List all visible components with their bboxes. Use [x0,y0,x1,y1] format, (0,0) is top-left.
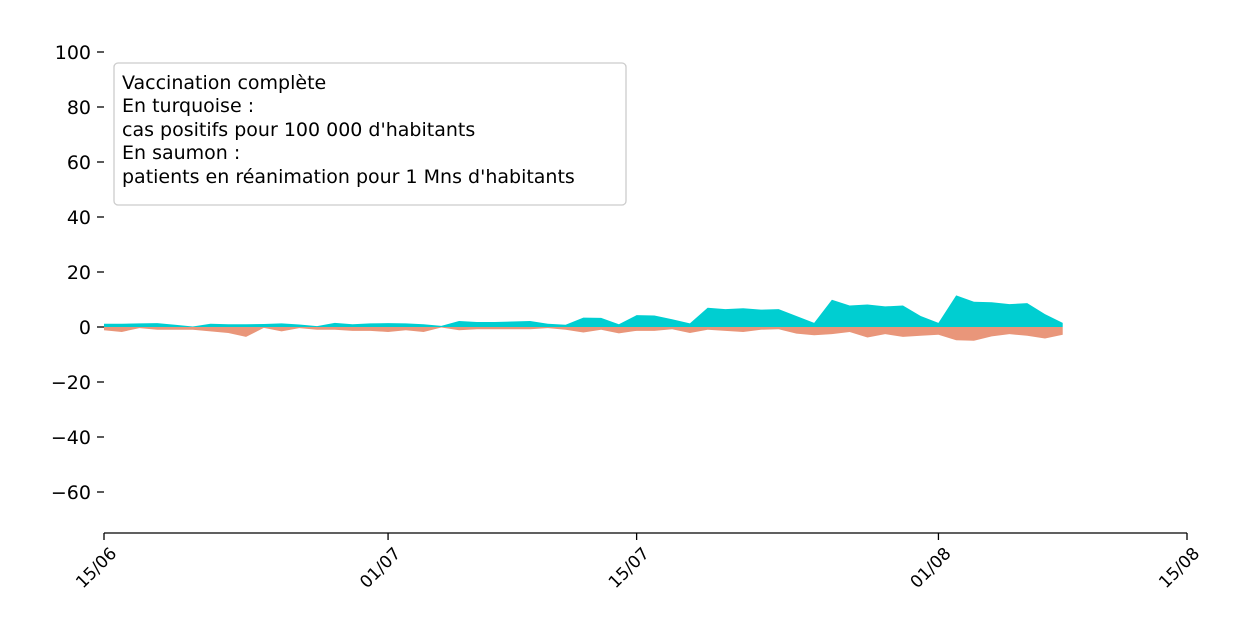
x-axis: 15/06 01/07 15/07 01/08 15/08 [72,532,1204,593]
annotation-line-2: En turquoise : [122,95,254,117]
y-tick-label: −60 [51,482,91,504]
y-tick-label: 0 [79,317,91,339]
annotation-frame [113,62,627,206]
x-tick-label: 15/06 [72,544,121,593]
y-tick-label: 20 [67,262,91,284]
y-tick-label: 40 [67,207,91,229]
series-area-turquoise [104,295,1063,327]
series-area-salmon [104,327,1063,341]
x-tick-label: 01/08 [907,544,956,593]
y-tick-label: −40 [51,427,91,449]
y-tick-label: −20 [51,372,91,394]
annotation-line-5: patients en réanimation pour 1 Mns d'hab… [122,166,575,188]
y-tick-label: 80 [67,97,91,119]
annotation-line-1: Vaccination complète [122,72,326,94]
x-tick-label: 15/07 [605,544,654,593]
chart-areas [104,295,1063,341]
annotation-line-4: En saumon : [122,142,240,164]
y-tick-label: 60 [67,152,91,174]
annotation-line-3: cas positifs pour 100 000 d'habitants [122,119,475,141]
x-tick-label: 15/08 [1155,544,1204,593]
annotation-box: Vaccination complète En turquoise : cas … [113,62,627,206]
y-tick-label: 100 [55,42,91,64]
y-axis: 100 80 60 40 20 0 −20 −40 −60 [51,42,104,504]
x-tick-label: 01/07 [356,544,405,593]
